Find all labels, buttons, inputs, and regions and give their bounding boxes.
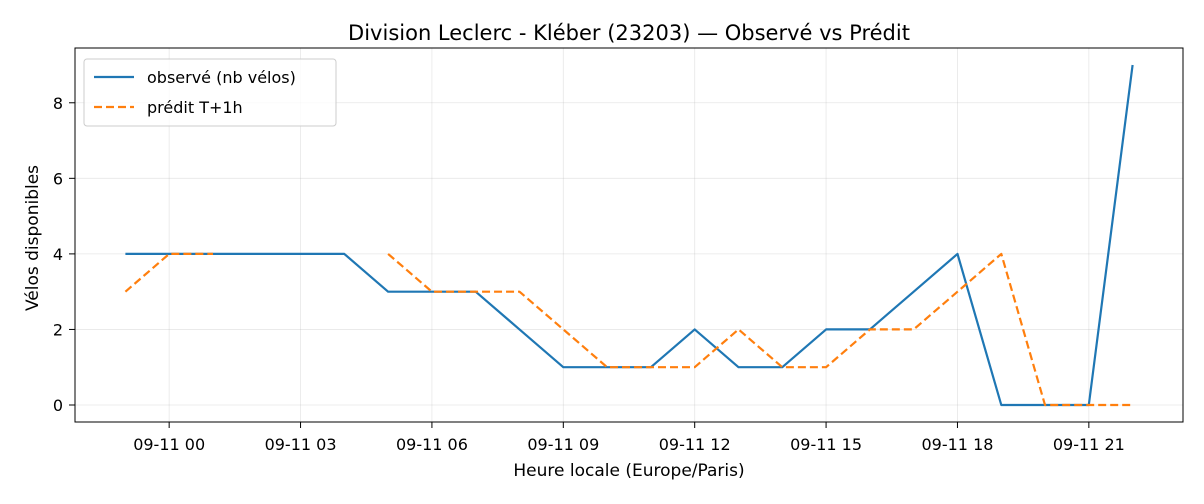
y-axis-label: Vélos disponibles xyxy=(23,165,43,311)
plot-frame xyxy=(74,47,1184,423)
legend-box xyxy=(83,58,337,127)
y-axis: 0 2 4 6 8 xyxy=(53,94,75,415)
series-line-predicted xyxy=(387,252,1133,407)
x-tick-label: 09-11 06 xyxy=(396,435,468,454)
x-tick-label: 09-11 18 xyxy=(921,435,993,454)
x-axis: 09-11 00 09-11 03 09-11 06 09-11 09 09-11 12… xyxy=(133,422,1125,454)
y-tick-label: 6 xyxy=(53,169,63,188)
x-tick-label: 09-11 21 xyxy=(1053,435,1125,454)
y-tick-label: 0 xyxy=(53,396,63,415)
legend: observé (nb vélos) prédit T+1h xyxy=(83,58,337,127)
series-layer xyxy=(124,64,1134,407)
y-tick-label: 4 xyxy=(53,245,63,264)
x-tick-label: 09-11 15 xyxy=(790,435,862,454)
y-tick-label: 2 xyxy=(53,320,63,339)
y-tick-label: 8 xyxy=(53,94,63,113)
x-axis-label: Heure locale (Europe/Paris) xyxy=(513,461,744,481)
chart-title: Division Leclerc - Kléber (23203) — Obse… xyxy=(348,21,910,45)
x-tick-label: 09-11 00 xyxy=(133,435,205,454)
x-tick-label: 09-11 03 xyxy=(265,435,337,454)
legend-label-predicted: prédit T+1h xyxy=(147,98,243,117)
x-tick-label: 09-11 12 xyxy=(659,435,731,454)
series-line-predicted xyxy=(124,252,213,293)
x-tick-label: 09-11 09 xyxy=(527,435,599,454)
legend-label-observed: observé (nb vélos) xyxy=(147,68,296,87)
